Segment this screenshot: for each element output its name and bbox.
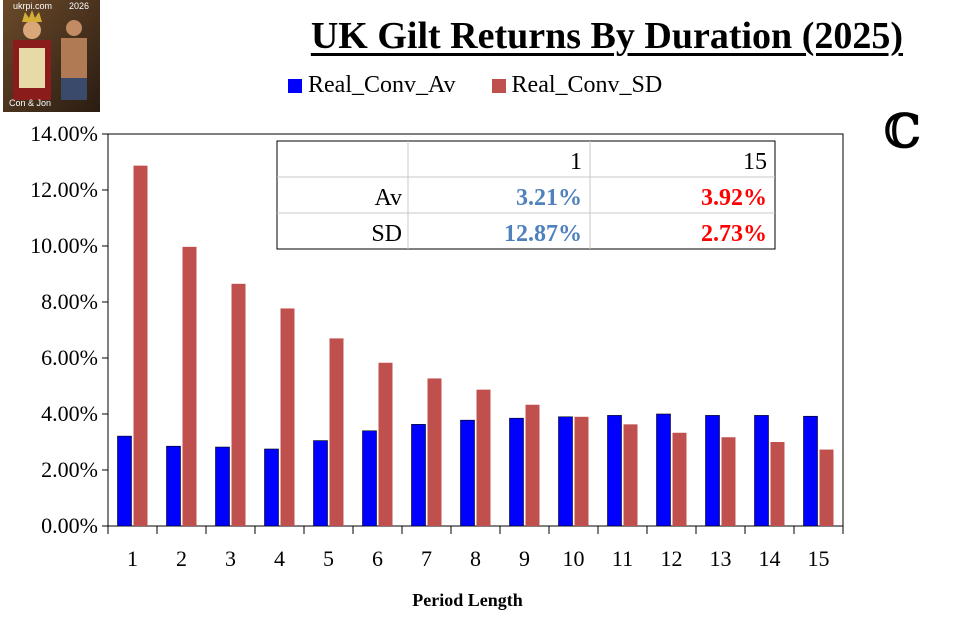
y-tick-label: 12.00%	[30, 177, 98, 202]
x-tick-label: 14	[759, 546, 781, 571]
logo-site-text: ukrpi.com	[13, 1, 52, 11]
bar-sd	[623, 424, 638, 526]
bar-av	[411, 424, 426, 527]
bar-av	[117, 435, 132, 527]
x-tick-label: 3	[225, 546, 236, 571]
legend-label-sd: Real_Conv_SD	[511, 72, 663, 98]
legend-swatch-sd	[491, 78, 506, 93]
y-tick-label: 8.00%	[41, 289, 98, 314]
chart-title-text: UK Gilt Returns By Duration (2025)	[310, 15, 903, 57]
bar-sd	[525, 404, 540, 526]
x-axis-title: Period Length	[412, 590, 523, 610]
legend-swatch-av	[288, 78, 302, 93]
bar-av	[362, 430, 377, 527]
x-tick-label: 4	[274, 546, 285, 571]
legend-label-av: Real_Conv_Av	[308, 72, 456, 98]
table-row-label: SD	[371, 221, 402, 247]
bar-sd	[476, 389, 491, 526]
x-tick-label: 7	[421, 546, 432, 571]
bar-av	[607, 415, 622, 527]
table-header-15: 15	[743, 149, 767, 175]
bar-av	[509, 417, 524, 527]
legend-item-av: Real_Conv_Av	[288, 72, 456, 99]
bar-sd	[182, 246, 197, 526]
bar-sd	[770, 442, 785, 526]
bar-av	[803, 415, 818, 527]
bar-av	[558, 416, 573, 527]
bar-sd	[672, 432, 687, 526]
x-tick-label: 6	[372, 546, 383, 571]
table-header-1: 1	[570, 149, 582, 175]
logo-caption-text: Con & Jon	[9, 98, 51, 108]
bar-av	[313, 440, 328, 527]
x-tick-label: 11	[612, 546, 633, 571]
table-value-15: 2.73%	[701, 221, 767, 247]
legend-item-sd: Real_Conv_SD	[491, 72, 663, 99]
x-tick-label: 1	[127, 546, 138, 571]
brand-letter: ℂ	[884, 104, 921, 158]
logo-image: ukrpi.com 2026 Con & Jon	[3, 0, 100, 112]
y-tick-label: 6.00%	[41, 345, 98, 370]
bar-sd	[133, 165, 148, 526]
bar-sd	[231, 283, 246, 526]
y-tick-label: 0.00%	[41, 513, 98, 538]
x-tick-label: 2	[176, 546, 187, 571]
y-tick-label: 14.00%	[30, 121, 98, 146]
x-tick-label: 12	[661, 546, 683, 571]
x-tick-label: 5	[323, 546, 334, 571]
bar-sd	[819, 449, 834, 526]
table-value-1: 3.21%	[516, 185, 582, 211]
bar-sd	[378, 362, 393, 526]
bar-av	[656, 413, 671, 527]
bar-sd	[329, 338, 344, 526]
table-value-1: 12.87%	[504, 221, 582, 247]
bar-av	[460, 419, 475, 527]
bar-sd	[721, 437, 736, 526]
x-tick-label: 9	[519, 546, 530, 571]
x-tick-label: 15	[808, 546, 830, 571]
table-value-15: 3.92%	[701, 185, 767, 211]
bar-sd	[280, 308, 295, 526]
bar-av	[754, 415, 769, 527]
x-tick-label: 13	[710, 546, 732, 571]
bar-av	[705, 415, 720, 527]
bar-sd	[427, 378, 442, 526]
chart-title: UK Gilt Returns By Duration (2025)	[0, 14, 975, 58]
chart-legend: Real_Conv_Av Real_Conv_SD	[288, 72, 698, 99]
bar-av	[264, 448, 279, 527]
bar-sd	[574, 416, 589, 526]
summary-table	[276, 140, 776, 250]
y-tick-label: 10.00%	[30, 233, 98, 258]
bar-av	[215, 446, 230, 527]
bar-av	[166, 445, 181, 527]
table-row-label: Av	[374, 185, 402, 211]
x-tick-label: 10	[563, 546, 585, 571]
y-tick-label: 2.00%	[41, 457, 98, 482]
x-tick-label: 8	[470, 546, 481, 571]
y-tick-label: 4.00%	[41, 401, 98, 426]
plot-area-frame	[107, 133, 844, 527]
logo-year-text: 2026	[69, 1, 89, 11]
